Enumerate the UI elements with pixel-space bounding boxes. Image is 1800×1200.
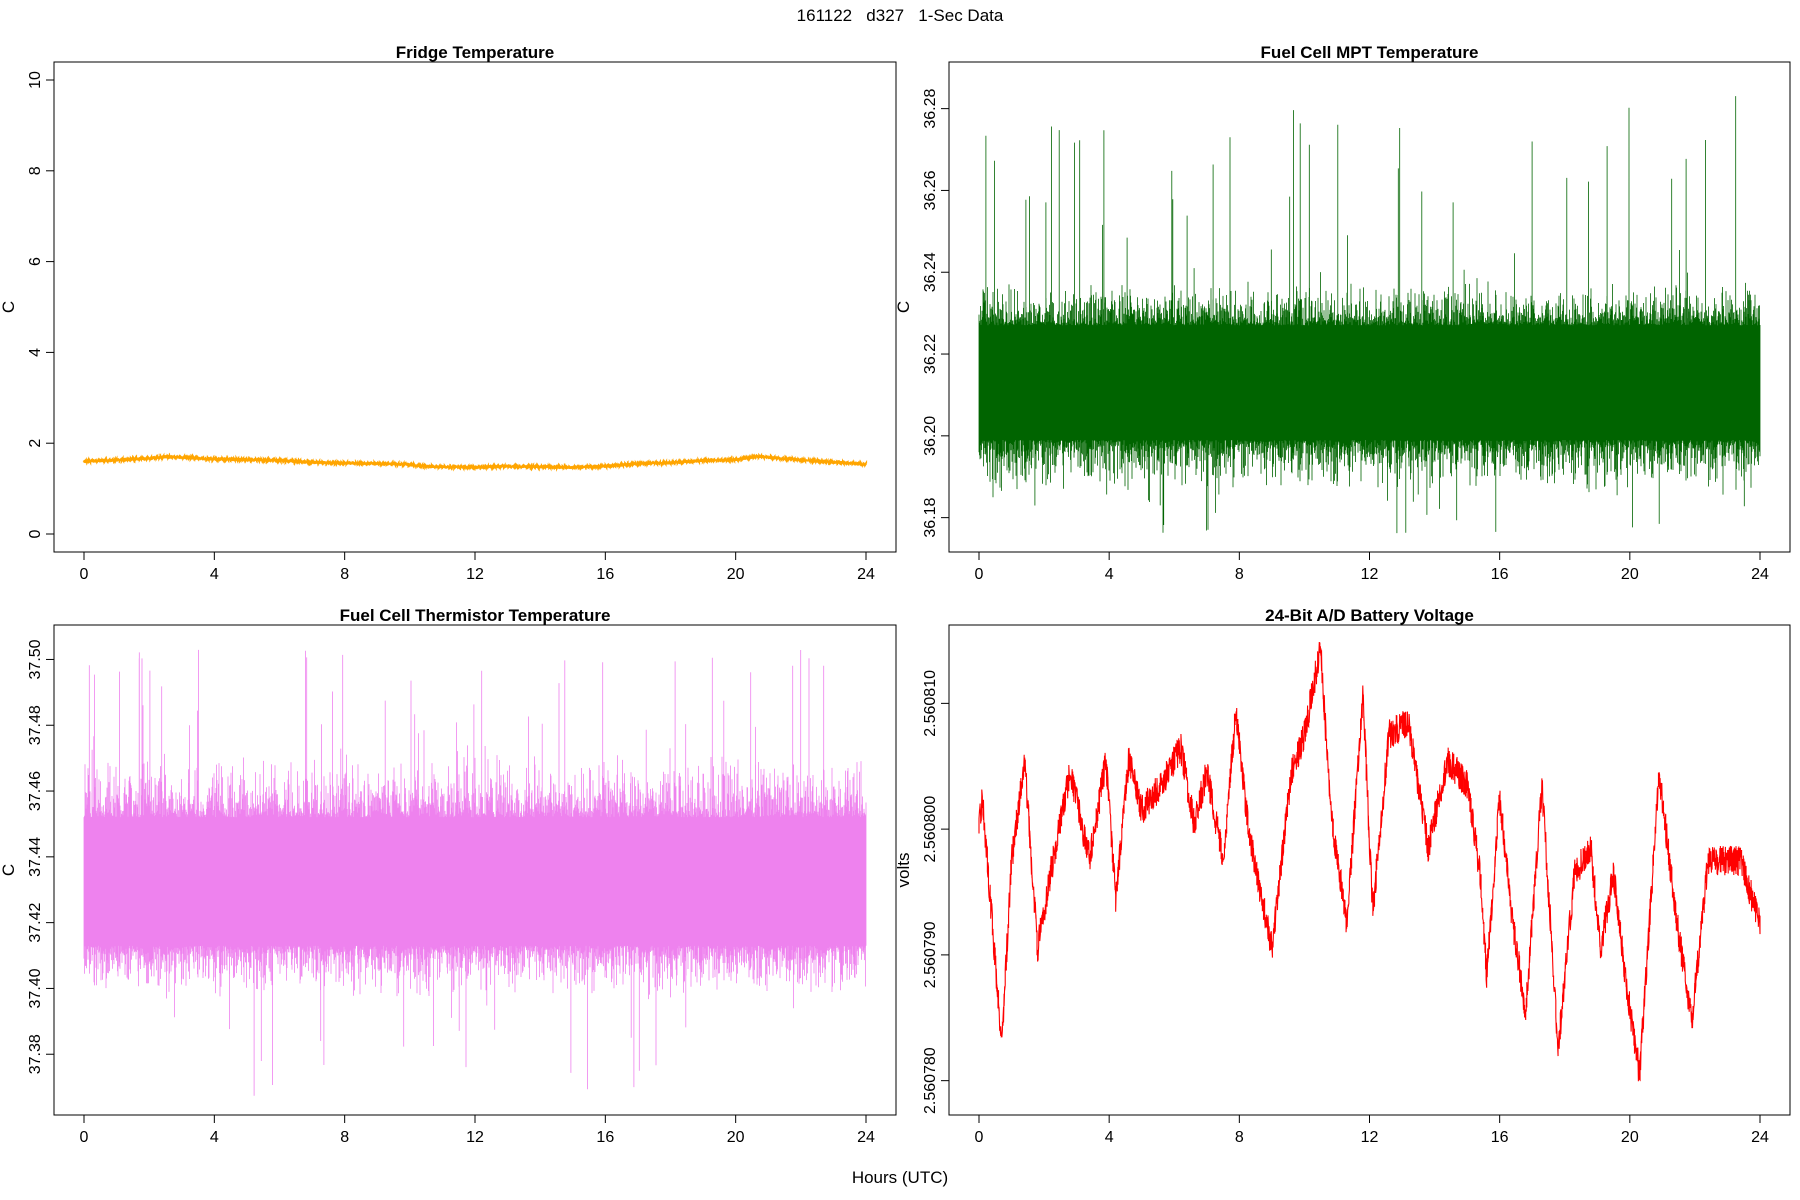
x-tick-label: 0 — [975, 1129, 984, 1146]
y-tick-label: 36.18 — [922, 498, 939, 538]
series-thermistor — [83, 649, 867, 1096]
x-axis: 0 4 8 12 16 20 24 — [80, 551, 875, 583]
plot-frame — [948, 624, 1791, 1116]
x-tick-label: 16 — [596, 566, 614, 583]
y-axis-label: C — [0, 864, 18, 876]
y-axis-label: volts — [894, 853, 913, 888]
x-tick-label: 20 — [727, 1129, 745, 1146]
x-tick-label: 12 — [1361, 566, 1379, 583]
x-axis: 0 4 8 12 16 20 24 — [80, 1114, 875, 1146]
x-tick-label: 20 — [727, 566, 745, 583]
data-line — [82, 452, 868, 472]
y-tick-label: 36.26 — [922, 170, 939, 210]
y-tick-label: 2.560780 — [922, 1047, 939, 1114]
series-battery — [978, 642, 1761, 1082]
y-tick-label: 6 — [27, 257, 44, 266]
page-title: 161122 d327 1-Sec Data — [796, 6, 1004, 25]
chart-title: Fridge Temperature — [396, 43, 554, 62]
x-tick-label: 16 — [596, 1129, 614, 1146]
x-tick-label: 12 — [466, 1129, 484, 1146]
x-tick-label: 0 — [975, 566, 984, 583]
x-tick-label: 8 — [340, 1129, 349, 1146]
x-axis: 0 4 8 12 16 20 24 — [975, 551, 1769, 583]
y-tick-label: 36.28 — [922, 89, 939, 129]
data-line — [978, 642, 1761, 1082]
x-tick-label: 0 — [80, 566, 89, 583]
y-tick-label: 2.560800 — [922, 796, 939, 863]
x-tick-label: 0 — [80, 1129, 89, 1146]
x-axis: 0 4 8 12 16 20 24 — [975, 1114, 1769, 1146]
y-tick-label: 2.560790 — [922, 921, 939, 988]
y-tick-label: 8 — [27, 166, 44, 175]
x-tick-label: 24 — [1751, 566, 1769, 583]
data-spikes — [83, 649, 867, 1096]
y-tick-label: 37.40 — [27, 968, 44, 1008]
y-tick-label: 2 — [27, 439, 44, 448]
x-tick-label: 4 — [210, 566, 219, 583]
y-tick-label: 37.38 — [27, 1034, 44, 1074]
y-tick-label: 37.44 — [27, 837, 44, 877]
y-axis-label: C — [894, 301, 913, 313]
y-tick-label: 37.50 — [27, 639, 44, 679]
x-tick-label: 16 — [1491, 1129, 1509, 1146]
x-tick-label: 4 — [1105, 1129, 1114, 1146]
x-tick-label: 4 — [1105, 566, 1114, 583]
y-tick-label: 10 — [27, 71, 44, 89]
y-axis: 0 2 4 6 8 10 — [27, 71, 54, 538]
chart-title: 24-Bit A/D Battery Voltage — [1265, 606, 1474, 625]
series-fridge — [82, 452, 868, 472]
x-tick-label: 20 — [1621, 1129, 1639, 1146]
x-tick-label: 8 — [340, 566, 349, 583]
chart-title: Fuel Cell Thermistor Temperature — [340, 606, 611, 625]
x-tick-label: 24 — [1751, 1129, 1769, 1146]
y-tick-label: 36.20 — [922, 416, 939, 456]
y-tick-label: 37.42 — [27, 903, 44, 943]
x-tick-label: 4 — [210, 1129, 219, 1146]
x-tick-label: 12 — [1361, 1129, 1379, 1146]
y-tick-label: 36.22 — [922, 334, 939, 374]
x-axis-label: Hours (UTC) — [851, 1168, 949, 1187]
data-spikes — [978, 96, 1761, 534]
x-tick-label: 20 — [1621, 566, 1639, 583]
series-mpt — [978, 96, 1761, 534]
x-tick-label: 24 — [857, 566, 875, 583]
x-tick-label: 8 — [1235, 1129, 1244, 1146]
y-axis: 2.560780 2.560790 2.560800 2.560810 — [922, 670, 949, 1114]
y-tick-label: 0 — [27, 529, 44, 538]
y-axis-label: C — [0, 301, 18, 313]
chart-title: Fuel Cell MPT Temperature — [1261, 43, 1479, 62]
x-tick-label: 8 — [1235, 566, 1244, 583]
x-tick-label: 12 — [466, 566, 484, 583]
x-tick-label: 16 — [1491, 566, 1509, 583]
y-tick-label: 37.46 — [27, 771, 44, 811]
y-axis: 37.38 37.40 37.42 37.44 37.46 37.48 37.50 — [27, 639, 54, 1074]
y-axis: 36.18 36.20 36.22 36.24 36.26 36.28 — [922, 89, 949, 538]
y-tick-label: 2.560810 — [922, 670, 939, 737]
y-tick-label: 4 — [27, 348, 44, 357]
y-tick-label: 37.48 — [27, 705, 44, 745]
x-tick-label: 24 — [857, 1129, 875, 1146]
y-tick-label: 36.24 — [922, 252, 939, 292]
